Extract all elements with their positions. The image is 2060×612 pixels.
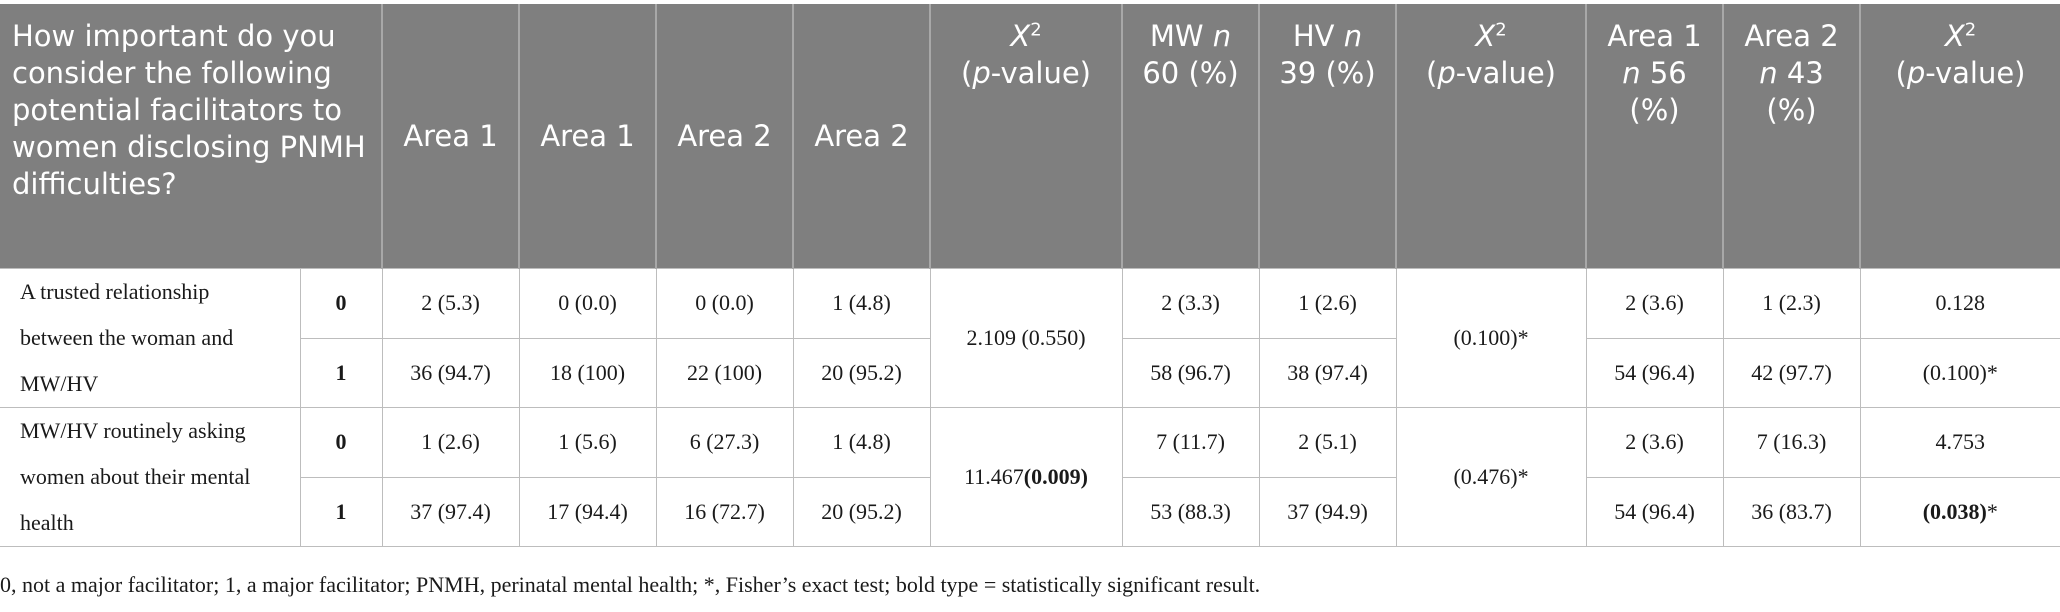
table-row: 1 36 (94.7) 18 (100) 22 (100) 20 (95.2) … bbox=[0, 337, 2060, 408]
area1-b-cell: 0 (0.0) bbox=[518, 268, 657, 339]
area1-a-cell: 36 (94.7) bbox=[381, 337, 520, 408]
chi-square-header-2: X2 (p-value) bbox=[1395, 4, 1587, 269]
table-row: MW/HV routinely asking women about their… bbox=[0, 407, 2060, 547]
area1-n-cell: 54 (96.4) bbox=[1585, 337, 1724, 408]
area2-n-cell: 1 (2.3) bbox=[1722, 268, 1861, 339]
hv-header: HV n 39 (%) bbox=[1258, 4, 1397, 269]
chi-square-2-cell: (0.476)* bbox=[1395, 407, 1587, 547]
area1-n-cell: 54 (96.4) bbox=[1585, 476, 1724, 547]
table-row: A trusted relationship between the woman… bbox=[0, 268, 2060, 408]
hv-cell: 1 (2.6) bbox=[1258, 268, 1397, 339]
chi-square-2-cell: (0.100)* bbox=[1395, 268, 1587, 408]
table-row: 1 37 (97.4) 17 (94.4) 16 (72.7) 20 (95.2… bbox=[0, 476, 2060, 547]
area2-col-b-header: Area 2 bbox=[792, 4, 931, 269]
mw-cell: 53 (88.3) bbox=[1121, 476, 1260, 547]
mw-cell: 2 (3.3) bbox=[1121, 268, 1260, 339]
hv-cell: 2 (5.1) bbox=[1258, 407, 1397, 478]
area2-a-cell: 0 (0.0) bbox=[655, 268, 794, 339]
area2-b-cell: 20 (95.2) bbox=[792, 337, 931, 408]
chi-square-header-1: X2 (p-value) bbox=[929, 4, 1123, 269]
question-header: How important do you consider the follow… bbox=[0, 4, 383, 269]
chi-square-3-cell: 0.128 bbox=[1859, 268, 2060, 339]
area1-b-cell: 1 (5.6) bbox=[518, 407, 657, 478]
facilitator-label: A trusted relationship between the woman… bbox=[0, 268, 301, 408]
area1-n-cell: 2 (3.6) bbox=[1585, 407, 1724, 478]
area1-col-a-header: Area 1 bbox=[381, 4, 520, 269]
area2-a-cell: 6 (27.3) bbox=[655, 407, 794, 478]
area1-b-cell: 17 (94.4) bbox=[518, 476, 657, 547]
chi-square-3-cell: 4.753 bbox=[1859, 407, 2060, 478]
area1-b-cell: 18 (100) bbox=[518, 337, 657, 408]
mw-cell: 7 (11.7) bbox=[1121, 407, 1260, 478]
mw-header: MW n 60 (%) bbox=[1121, 4, 1260, 269]
area2-n-cell: 36 (83.7) bbox=[1722, 476, 1861, 547]
mw-cell: 58 (96.7) bbox=[1121, 337, 1260, 408]
area1-a-cell: 2 (5.3) bbox=[381, 268, 520, 339]
level-code: 0 bbox=[299, 407, 383, 478]
area1-a-cell: 37 (97.4) bbox=[381, 476, 520, 547]
area2-col-a-header: Area 2 bbox=[655, 4, 794, 269]
facilitator-label: MW/HV routinely asking women about their… bbox=[0, 407, 301, 547]
hv-cell: 38 (97.4) bbox=[1258, 337, 1397, 408]
area2-a-cell: 16 (72.7) bbox=[655, 476, 794, 547]
chi-square-header-3: X2 (p-value) bbox=[1859, 4, 2060, 269]
area1-col-b-header: Area 1 bbox=[518, 4, 657, 269]
chi-square-1-cell: 2.109 (0.550) bbox=[929, 268, 1123, 408]
hv-cell: 37 (94.9) bbox=[1258, 476, 1397, 547]
area2-b-cell: 1 (4.8) bbox=[792, 268, 931, 339]
chi-square-3-cell: (0.038)* bbox=[1859, 476, 2060, 547]
area2-n-cell: 42 (97.7) bbox=[1722, 337, 1861, 408]
area1-n-cell: 2 (3.6) bbox=[1585, 268, 1724, 339]
chi-square-3-cell: (0.100)* bbox=[1859, 337, 2060, 408]
level-code: 1 bbox=[299, 337, 383, 408]
area2-b-cell: 20 (95.2) bbox=[792, 476, 931, 547]
chi-square-1-cell: 11.467(0.009) bbox=[929, 407, 1123, 547]
area2-n-cell: 7 (16.3) bbox=[1722, 407, 1861, 478]
header-row: How important do you consider the follow… bbox=[0, 4, 2060, 269]
level-code: 0 bbox=[299, 268, 383, 339]
level-code: 1 bbox=[299, 476, 383, 547]
area1-a-cell: 1 (2.6) bbox=[381, 407, 520, 478]
results-table: How important do you consider the follow… bbox=[0, 4, 2060, 547]
area2-a-cell: 22 (100) bbox=[655, 337, 794, 408]
area2-b-cell: 1 (4.8) bbox=[792, 407, 931, 478]
table-footnote: 0, not a major facilitator; 1, a major f… bbox=[0, 572, 1261, 597]
